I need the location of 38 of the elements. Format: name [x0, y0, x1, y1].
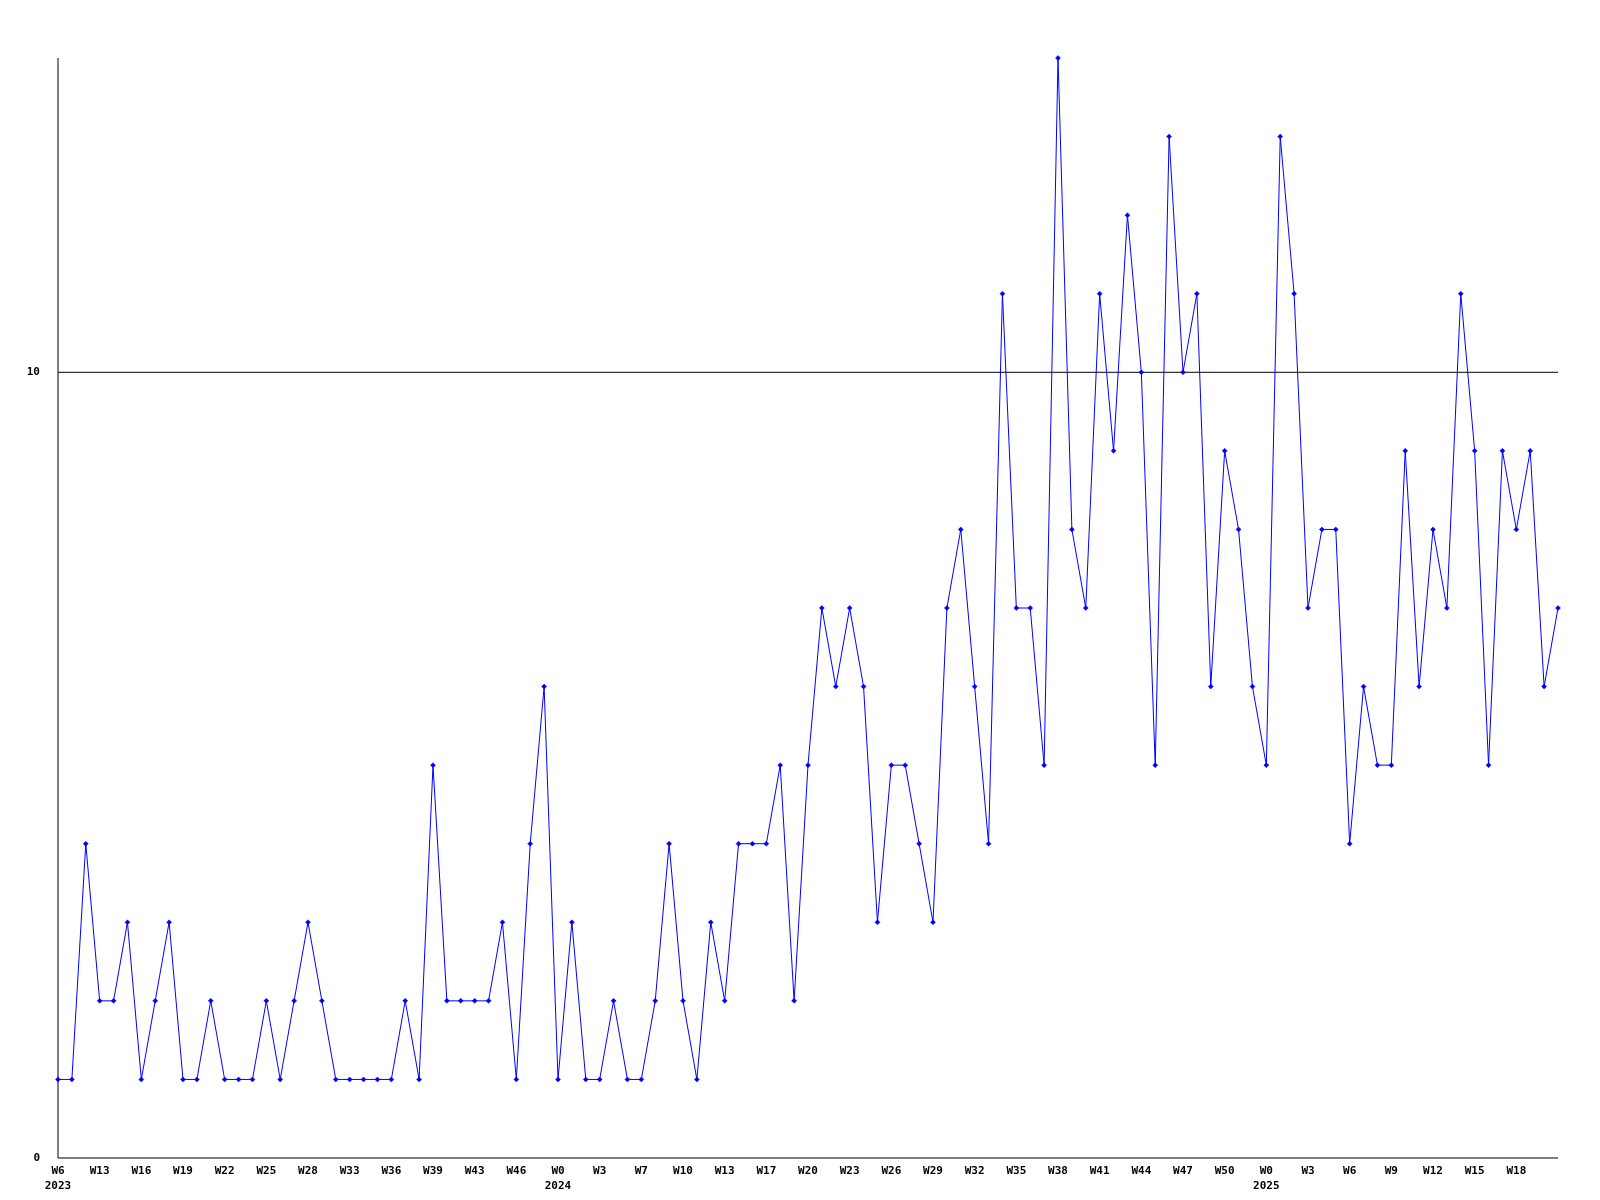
x-tick-label: W26 — [881, 1164, 902, 1177]
x-tick-label: W7 — [634, 1164, 648, 1177]
x-tick-label: W22 — [214, 1164, 235, 1177]
x-tick-label: W35 — [1006, 1164, 1027, 1177]
x-tick-label: W10 — [673, 1164, 693, 1177]
x-tick-label: W29 — [923, 1164, 943, 1177]
x-tick-label: W23 — [839, 1164, 860, 1177]
x-tick-label: W39 — [423, 1164, 443, 1177]
x-tick-label: W38 — [1048, 1164, 1068, 1177]
x-tick-label: W6 — [1343, 1164, 1357, 1177]
x-tick-label: W20 — [798, 1164, 818, 1177]
x-tick-label: W12 — [1423, 1164, 1443, 1177]
x-tick-label: W0 2024 — [544, 1164, 572, 1192]
x-tick-label: W19 — [173, 1164, 193, 1177]
x-tick-label: W50 — [1214, 1164, 1235, 1177]
y-tick-label: 10 — [26, 365, 40, 379]
x-tick-label: W43 — [464, 1164, 485, 1177]
x-tick-label: W17 — [756, 1164, 777, 1177]
x-tick-label: W47 — [1173, 1164, 1193, 1177]
x-tick-label: W6 2023 — [44, 1164, 72, 1192]
x-tick-label: W3 — [1301, 1164, 1315, 1177]
x-tick-label: W33 — [339, 1164, 360, 1177]
x-tick-label: W28 — [298, 1164, 318, 1177]
x-tick-label: W44 — [1131, 1164, 1152, 1177]
x-tick-label: W41 — [1089, 1164, 1110, 1177]
y-tick-label: 0 — [33, 1151, 40, 1164]
x-tick-label: W32 — [964, 1164, 985, 1177]
x-tick-label: W16 — [131, 1164, 152, 1177]
x-tick-label: W9 — [1384, 1164, 1398, 1177]
x-tick-label: W0 2025 — [1253, 1164, 1280, 1192]
x-tick-label: W18 — [1506, 1164, 1527, 1177]
x-tick-label: W13 — [89, 1164, 110, 1177]
x-tick-label: W13 — [714, 1164, 735, 1177]
x-tick-label: W36 — [381, 1164, 402, 1177]
x-tick-label: W3 — [593, 1164, 607, 1177]
x-tick-label: W15 — [1464, 1164, 1485, 1177]
x-tick-label: W25 — [256, 1164, 277, 1177]
x-tick-label: W46 — [506, 1164, 527, 1177]
